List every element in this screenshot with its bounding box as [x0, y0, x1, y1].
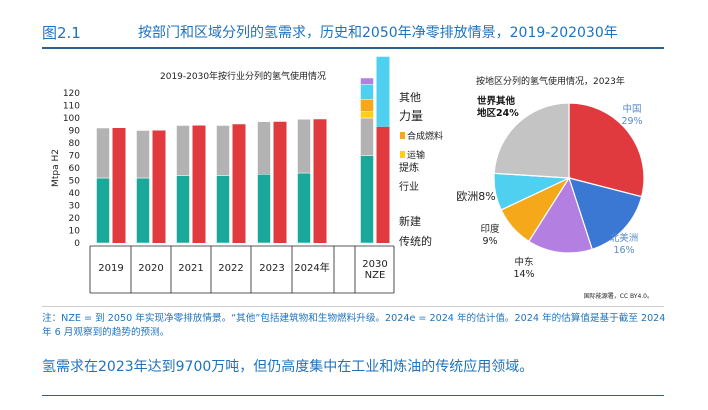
note-rule — [42, 306, 664, 307]
legend-swatch — [400, 132, 405, 139]
bar-segment — [257, 121, 271, 175]
bar-total — [232, 124, 246, 243]
y-tick-label: 10 — [69, 227, 81, 237]
bar-segment — [176, 125, 190, 176]
pie-chart-title: 按地区分列的氢气使用情况，2023年 — [476, 77, 625, 87]
bar-segment — [360, 99, 374, 112]
x-tick-label: NZE — [365, 270, 386, 281]
legend-label: 合成燃料 — [407, 130, 443, 142]
bar-chart-title: 2019-2030年按行业分列的氢气使用情况 — [160, 72, 327, 82]
x-tick-label: 2024年 — [294, 261, 329, 274]
bar-segment — [176, 175, 190, 244]
legend-label: 其他 — [399, 91, 421, 104]
bar-segment — [297, 119, 311, 174]
y-tick-label: 50 — [69, 177, 81, 187]
y-axis-label: Mtpa H2 — [51, 149, 61, 187]
bar-segment — [96, 127, 110, 179]
x-tick-label: 2020 — [138, 263, 163, 274]
bar-segment — [360, 155, 374, 244]
bar-new-part — [376, 56, 390, 127]
y-tick-label: 20 — [69, 214, 81, 224]
y-tick-label: 30 — [69, 202, 81, 212]
bar-segment — [216, 175, 230, 244]
bar-segment — [360, 117, 374, 156]
legend-swatch — [400, 151, 405, 158]
legend-label: 运输 — [407, 149, 425, 161]
bar-total — [192, 125, 206, 243]
y-tick-label: 110 — [63, 102, 80, 112]
summary-text: 氢需求在2023年达到9700万吨，但仍高度集中在工业和炼油的传统应用领域。 — [42, 359, 534, 375]
bottom-rule — [42, 395, 664, 396]
bar-total — [376, 126, 390, 243]
legend-label: 传统的 — [399, 234, 432, 248]
x-tick-label: 2022 — [218, 263, 243, 274]
bar-segment — [257, 174, 271, 244]
y-tick-label: 80 — [69, 139, 81, 149]
legend-label: 新建 — [399, 214, 421, 228]
y-tick-label: 120 — [63, 89, 80, 99]
y-tick-label: 40 — [69, 189, 81, 199]
legend-label: 行业 — [399, 180, 419, 193]
source-credit: 国际能源署，CC BY4.0。 — [583, 293, 653, 300]
y-tick-label: 90 — [69, 127, 81, 137]
x-tick-label: 2030 — [362, 259, 387, 270]
bar-total — [313, 119, 327, 243]
top-rule — [42, 47, 664, 49]
figure-label: 图2.1 — [42, 24, 81, 42]
bar-total — [152, 130, 166, 243]
legend-label: 提炼 — [399, 161, 419, 174]
x-tick-label: 2023 — [259, 263, 284, 274]
x-tick-label: 2021 — [178, 263, 203, 274]
y-tick-label: 0 — [74, 239, 80, 249]
bar-segment — [360, 77, 374, 85]
bar-segment — [96, 177, 110, 244]
bar-segment — [360, 111, 374, 119]
chart-note: 注：NZE = 到 2050 年实现净零排放情景。“其他”包括建筑物和生物燃料升… — [42, 313, 666, 338]
x-tick-label: 2019 — [98, 263, 123, 274]
y-tick-label: 70 — [69, 152, 81, 162]
bar-segment — [297, 172, 311, 244]
y-tick-label: 100 — [63, 114, 80, 124]
figure-title: 按部门和区域分列的氢需求，历史和2050年净零排放情景，2019-202030年 — [138, 25, 618, 41]
y-tick-label: 60 — [69, 164, 81, 174]
legend-label: 力量 — [399, 109, 423, 123]
bar-segment — [136, 177, 150, 244]
bar-total — [112, 128, 126, 243]
bar-segment — [360, 84, 374, 100]
bar-total — [273, 121, 287, 243]
bar-segment — [136, 130, 150, 179]
bar-segment — [216, 125, 230, 176]
